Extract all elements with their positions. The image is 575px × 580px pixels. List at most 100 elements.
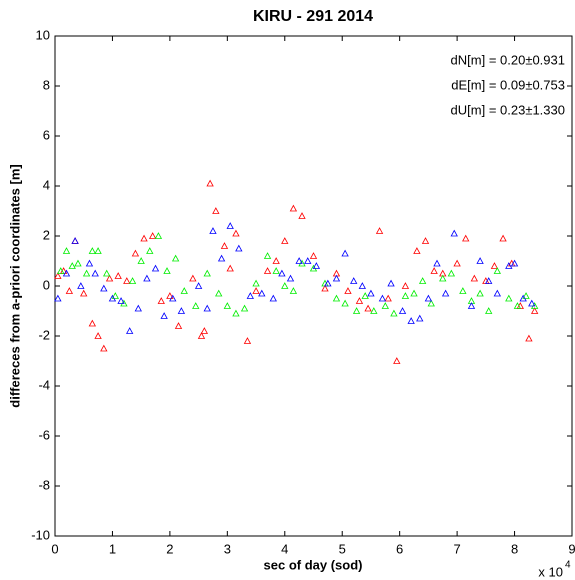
point <box>522 292 530 299</box>
point <box>192 302 200 309</box>
x-tick-label: 7 <box>453 541 460 556</box>
point <box>65 287 74 294</box>
point <box>355 297 364 304</box>
point <box>57 267 65 274</box>
point <box>217 254 226 262</box>
point <box>462 234 470 242</box>
x-tick-label: 6 <box>396 541 403 556</box>
point <box>194 282 203 289</box>
point <box>68 262 76 269</box>
point <box>160 312 168 319</box>
point <box>493 267 501 274</box>
point <box>131 249 140 257</box>
point <box>441 289 450 297</box>
point <box>88 247 97 254</box>
x-tick-label: 3 <box>224 541 231 556</box>
point <box>154 232 163 239</box>
point <box>401 282 410 289</box>
point <box>459 287 467 294</box>
x-tick-label: 0 <box>51 541 58 556</box>
point <box>418 277 427 284</box>
point <box>180 287 188 294</box>
point <box>269 294 277 302</box>
point <box>312 262 321 269</box>
point <box>332 294 341 302</box>
point <box>212 207 220 214</box>
chart-title: KIRU - 291 2014 <box>253 8 373 25</box>
point <box>226 222 234 229</box>
point <box>74 259 82 267</box>
point <box>398 307 407 314</box>
point <box>252 287 260 294</box>
point <box>258 289 266 297</box>
x-exponent: 4 <box>565 560 571 571</box>
y-tick-label: 8 <box>43 77 50 92</box>
y-tick-label: -2 <box>38 327 50 342</box>
x-tick-label: 9 <box>568 541 575 556</box>
point <box>240 304 249 312</box>
point <box>519 294 527 302</box>
point <box>246 292 254 299</box>
point <box>470 274 479 282</box>
y-tick-label: 2 <box>43 227 50 242</box>
y-tick-label: -4 <box>38 377 50 392</box>
point <box>393 357 401 364</box>
point <box>350 277 358 284</box>
point <box>281 282 289 289</box>
x-tick-label: 4 <box>281 541 288 556</box>
point <box>370 307 378 314</box>
x-axis-label: sec of day (sod) <box>264 557 363 572</box>
point <box>151 264 160 272</box>
point <box>341 249 349 257</box>
point <box>510 259 519 267</box>
point <box>321 284 329 292</box>
point <box>289 287 298 294</box>
point <box>387 279 395 287</box>
point <box>390 309 398 317</box>
point <box>364 304 372 312</box>
point <box>169 294 177 302</box>
point <box>295 257 303 264</box>
point <box>332 274 341 282</box>
point <box>80 289 88 297</box>
point <box>410 289 418 297</box>
point <box>375 227 384 234</box>
point <box>200 327 209 334</box>
point <box>232 229 240 237</box>
point <box>103 269 111 277</box>
point <box>381 302 389 309</box>
point <box>157 297 165 304</box>
point <box>91 269 99 277</box>
point <box>499 234 507 242</box>
annotation: dN[m] = 0.20±0.931 <box>451 52 565 67</box>
point <box>505 294 513 302</box>
point <box>215 289 223 297</box>
point <box>485 277 493 284</box>
point <box>467 302 476 309</box>
x-tick-label: 8 <box>511 541 518 556</box>
point <box>272 257 280 264</box>
point <box>263 267 272 274</box>
y-tick-label: 4 <box>43 177 50 192</box>
point <box>416 314 424 322</box>
point <box>128 277 137 284</box>
x-multiplier: x 10 <box>538 564 563 579</box>
point <box>324 279 332 287</box>
point <box>447 269 456 277</box>
point <box>476 257 484 264</box>
point <box>450 229 458 237</box>
point <box>94 247 102 254</box>
point <box>62 269 71 277</box>
point <box>223 302 232 309</box>
x-tick-label: 5 <box>339 541 346 556</box>
point <box>220 242 229 249</box>
point <box>203 269 211 277</box>
point <box>114 272 122 279</box>
point <box>513 302 522 309</box>
point <box>272 267 280 274</box>
point <box>252 279 260 287</box>
point <box>286 274 295 282</box>
point <box>148 232 157 239</box>
